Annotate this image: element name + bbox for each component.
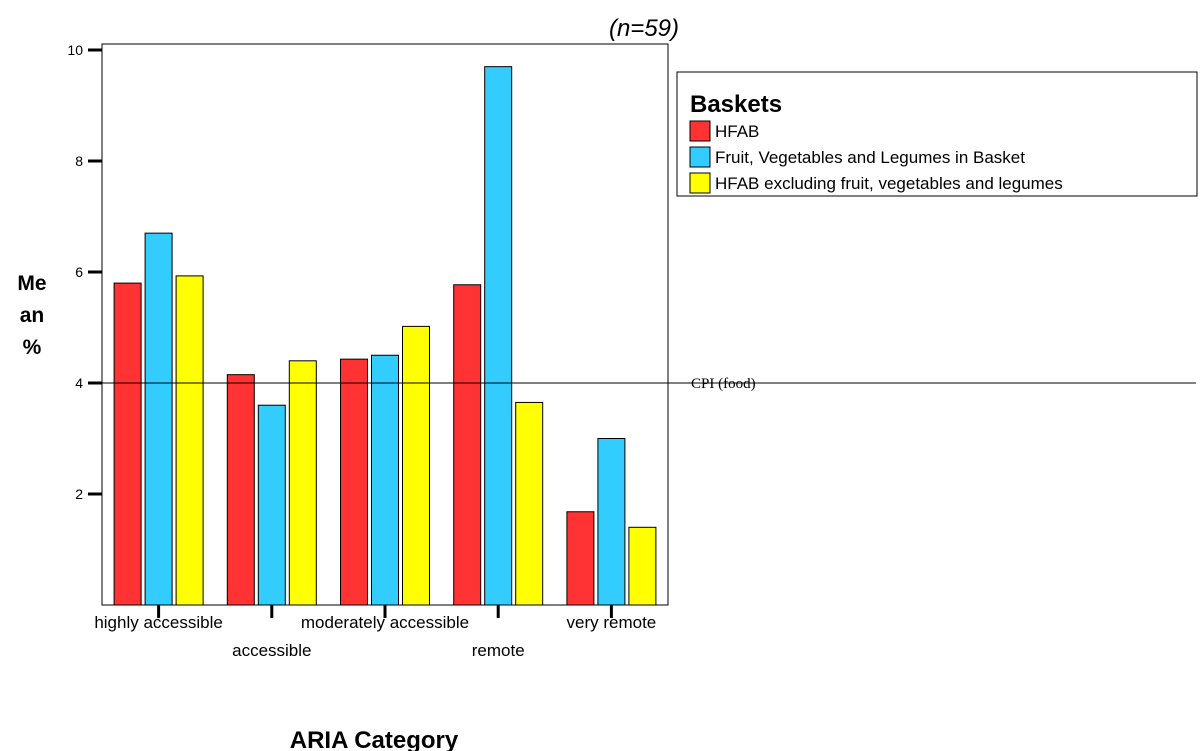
legend-label: HFAB excluding fruit, vegetables and leg… xyxy=(715,174,1063,193)
x-axis-title: ARIA Category xyxy=(290,727,459,751)
y-axis-title-line-2: an xyxy=(20,304,45,327)
bar xyxy=(257,404,286,606)
y-axis-title: Me an % xyxy=(17,272,46,359)
legend: Baskets HFAB Fruit, Vegetables and Legume… xyxy=(676,71,1198,197)
bar xyxy=(566,511,595,606)
y-tick-label: 6 xyxy=(75,264,83,280)
bar xyxy=(371,354,399,606)
legend-items: HFAB Fruit, Vegetables and Legumes in Bas… xyxy=(689,120,1063,194)
y-tick-label: 4 xyxy=(75,375,83,391)
chart-subtitle: (n=59) xyxy=(609,15,679,42)
bar xyxy=(484,66,513,606)
bar xyxy=(515,401,544,606)
x-tick-label: moderately accessible xyxy=(301,613,469,632)
y-tick-label: 2 xyxy=(75,486,83,502)
legend-label: Fruit, Vegetables and Legumes in Basket xyxy=(715,148,1025,167)
legend-swatch xyxy=(689,146,711,168)
bar xyxy=(402,325,430,606)
bar xyxy=(340,358,368,606)
x-tick-label: accessible xyxy=(232,641,311,660)
bar xyxy=(288,360,317,606)
x-tick-label: remote xyxy=(472,641,525,660)
bar xyxy=(597,438,626,606)
y-tick-label: 8 xyxy=(75,153,83,169)
legend-swatch xyxy=(689,120,711,142)
legend-frame xyxy=(676,71,1198,197)
bar xyxy=(628,526,657,606)
bar xyxy=(113,282,142,606)
cpi-label: CPI (food) xyxy=(691,376,756,392)
bar xyxy=(144,232,173,606)
y-axis-title-line-1: Me xyxy=(17,272,46,295)
bar xyxy=(175,275,204,606)
legend-title: Baskets xyxy=(690,91,782,118)
bars xyxy=(113,66,657,606)
y-axis-title-line-3: % xyxy=(23,336,42,359)
x-tick-label: highly accessible xyxy=(94,613,223,632)
bar xyxy=(226,374,255,606)
x-tick-label: very remote xyxy=(567,613,657,632)
bar xyxy=(453,284,482,606)
legend-swatch xyxy=(689,172,711,194)
x-axis: highly accessible accessible moderately ac… xyxy=(94,605,656,660)
y-axis: 2 4 6 8 10 xyxy=(67,42,102,502)
legend-label: HFAB xyxy=(715,122,759,141)
cpi-reference-line: CPI (food) xyxy=(102,376,1196,392)
y-tick-label: 10 xyxy=(67,42,83,58)
